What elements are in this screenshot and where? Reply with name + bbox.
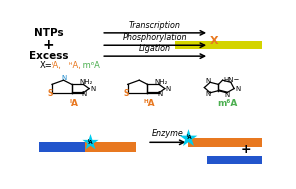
Text: NH₂: NH₂ (79, 79, 92, 85)
Text: N: N (235, 86, 240, 92)
Text: Excess: Excess (29, 51, 68, 61)
Text: ᴵA,: ᴵA, (52, 61, 62, 70)
Text: S: S (47, 89, 53, 98)
Text: Enzyme: Enzyme (152, 129, 184, 138)
FancyBboxPatch shape (175, 41, 262, 49)
Text: Phosphorylation: Phosphorylation (123, 33, 187, 42)
Text: m⁶A: m⁶A (217, 99, 238, 108)
Text: ᴵA: ᴵA (88, 139, 93, 145)
Text: N: N (205, 78, 210, 84)
Text: N: N (205, 91, 210, 97)
Text: +: + (240, 143, 251, 156)
Point (186, 136, 191, 139)
Text: N: N (166, 86, 171, 92)
Text: HN−: HN− (224, 77, 240, 83)
Text: N: N (61, 75, 66, 81)
Point (87, 141, 92, 144)
Text: ᴵA: ᴵA (69, 99, 78, 108)
Text: Transcription: Transcription (129, 21, 181, 30)
FancyBboxPatch shape (189, 138, 262, 147)
Text: N: N (157, 91, 163, 97)
Text: N: N (224, 92, 229, 98)
Text: X: X (209, 36, 218, 46)
Text: +: + (43, 38, 54, 52)
Text: ᴵA: ᴵA (186, 135, 192, 140)
Text: ᴴA,: ᴴA, (66, 61, 81, 70)
Text: NH₂: NH₂ (155, 79, 168, 85)
Text: NTPs: NTPs (34, 28, 63, 38)
Text: S: S (123, 89, 128, 98)
FancyBboxPatch shape (85, 142, 136, 152)
FancyBboxPatch shape (207, 156, 262, 164)
Text: N: N (82, 91, 87, 97)
Text: X=: X= (39, 61, 52, 70)
Text: N: N (90, 86, 95, 92)
FancyBboxPatch shape (39, 142, 85, 152)
Text: m⁶A: m⁶A (80, 61, 100, 70)
Text: Ligation: Ligation (139, 44, 171, 53)
Text: ᴴA: ᴴA (144, 99, 155, 108)
